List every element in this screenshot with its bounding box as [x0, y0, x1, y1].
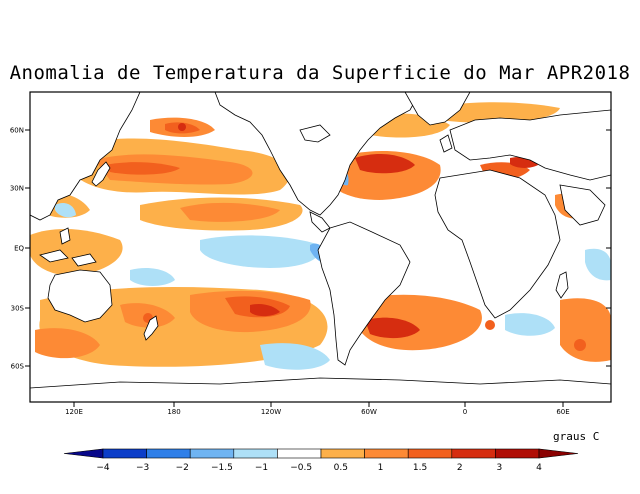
colorbar-arrow-high — [538, 448, 579, 459]
new-zealand — [143, 315, 159, 341]
colorbar-label: −3 — [136, 463, 149, 473]
colorbar-label: −0.5 — [290, 463, 312, 473]
colorbar-arrow-low — [63, 448, 104, 459]
map-frame — [29, 91, 612, 403]
south-america — [317, 221, 411, 366]
colorbar-label: 3 — [496, 463, 502, 473]
warm-anomaly-fields — [30, 102, 611, 367]
colorbar-swatch — [277, 448, 322, 459]
australia — [47, 269, 113, 323]
colorbar-swatch — [146, 448, 191, 459]
colorbar-label: 1.5 — [413, 463, 427, 473]
lat-tick-label: EQ — [14, 245, 24, 253]
colorbar-swatch — [364, 448, 409, 459]
colorbar-label: −1.5 — [211, 463, 233, 473]
colorbar-swatch — [233, 448, 278, 459]
land-masses — [30, 92, 611, 402]
greenland — [404, 92, 471, 126]
arabian-peninsula — [559, 184, 606, 226]
lon-tick-label: 60W — [361, 408, 377, 416]
colorbar: −4 −3 −2 −1.5 −1 −0.5 0.5 1 1.5 2 3 4 — [63, 448, 579, 473]
colorbar-label: 4 — [536, 463, 542, 473]
colorbar-label: −2 — [176, 463, 189, 473]
lon-tick-label: 120W — [261, 408, 281, 416]
lat-tick-label: 60S — [11, 363, 25, 371]
lat-tick-label: 60N — [10, 127, 24, 135]
north-america — [214, 92, 421, 216]
colorbar-swatch — [407, 448, 453, 459]
colorbar-swatch — [451, 448, 496, 459]
colorbar-units: graus C — [553, 430, 600, 443]
lon-axis: 120E 180 120W 60W 0 60E — [65, 402, 570, 416]
lon-tick-label: 60E — [556, 408, 569, 416]
east-asia — [30, 92, 141, 221]
lat-tick-label: 30N — [10, 185, 24, 193]
lat-axis: 60N 30N EQ 30S 60S — [10, 127, 611, 371]
colorbar-label: 0.5 — [334, 463, 348, 473]
africa — [434, 169, 561, 319]
europe — [449, 109, 611, 181]
cool-anomaly-fields — [55, 169, 611, 370]
map-title: Anomalia de Temperatura da Superficie do… — [9, 62, 631, 84]
lat-tick-label: 30S — [11, 305, 25, 313]
colorbar-label: −4 — [96, 463, 110, 473]
colorbar-label: −1 — [255, 463, 268, 473]
colorbar-swatch — [320, 448, 365, 459]
japan — [91, 161, 111, 187]
antarctica — [30, 377, 611, 402]
lon-tick-label: 120E — [65, 408, 83, 416]
colorbar-label: 1 — [378, 463, 384, 473]
colorbar-label: 2 — [457, 463, 463, 473]
colorbar-swatch — [102, 448, 147, 459]
lon-tick-label: 180 — [167, 408, 180, 416]
colorbar-swatch — [189, 448, 235, 459]
lon-tick-label: 0 — [463, 408, 467, 416]
colorbar-swatch — [495, 448, 540, 459]
